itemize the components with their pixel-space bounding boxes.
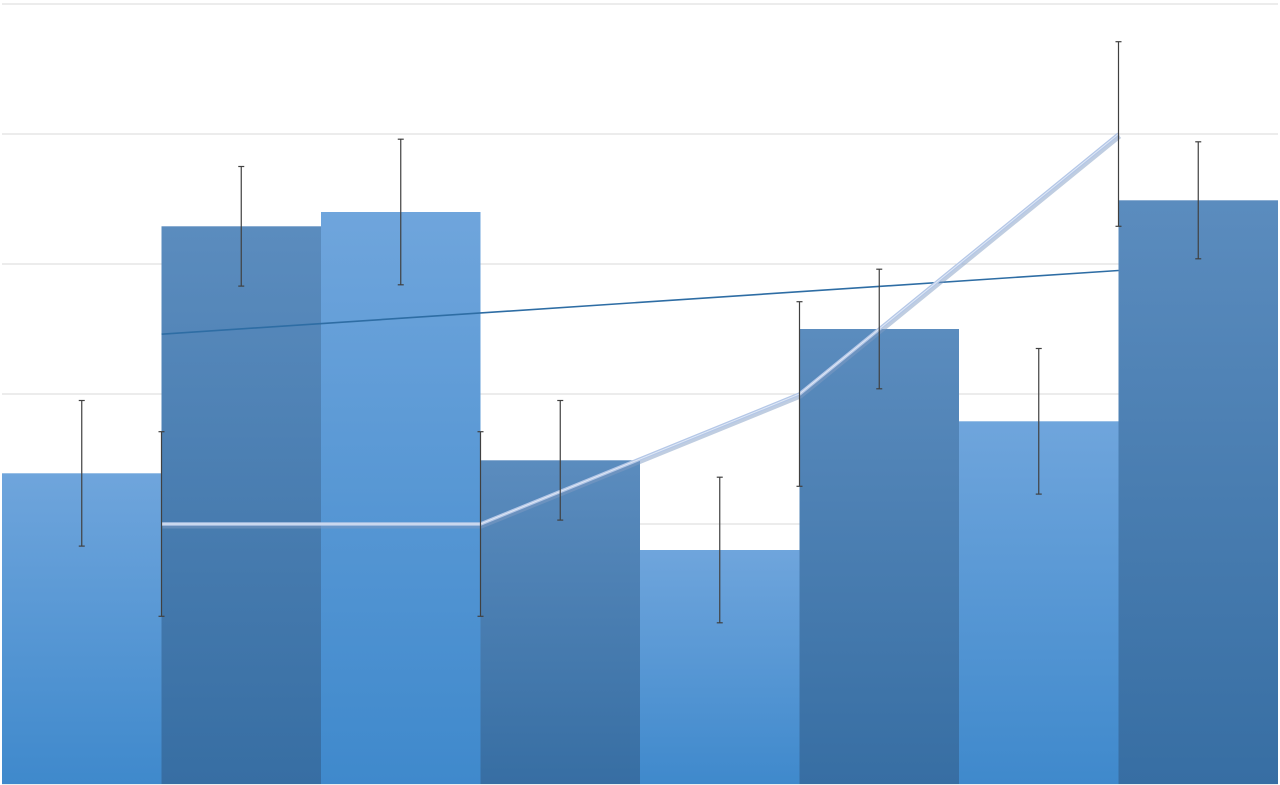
bar — [321, 212, 481, 784]
line-shadow — [162, 134, 1122, 529]
trendline — [161, 269, 1119, 335]
bar — [1118, 200, 1278, 785]
bar — [799, 329, 959, 784]
line-highlight — [161, 133, 1119, 525]
error-bars — [78, 41, 1202, 624]
bar — [161, 226, 321, 785]
line-series — [161, 132, 1122, 529]
bar-series — [2, 200, 1278, 785]
trendline-segment — [161, 269, 1119, 335]
